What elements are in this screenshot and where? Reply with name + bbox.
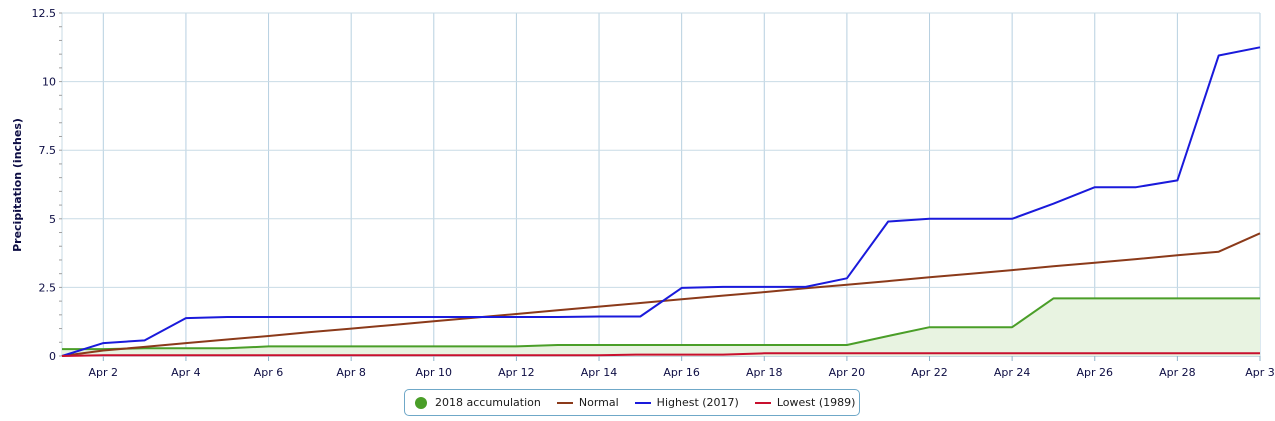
legend-item-2018[interactable]: 2018 accumulation xyxy=(415,396,541,409)
y-tick-labels: 0 2.5 5 7.5 10 12.5 xyxy=(32,7,57,363)
series-area-0 xyxy=(62,298,1260,356)
y-tick-label: 2.5 xyxy=(39,281,57,294)
precipitation-chart: 0 2.5 5 7.5 10 12.5 Apr 2 Apr 4 Apr 6 Apr 8 Apr 1… xyxy=(11,7,1275,379)
legend-marker-normal xyxy=(556,401,573,404)
x-tick-label: Apr 2 xyxy=(89,366,119,379)
x-tick-label: Apr 26 xyxy=(1076,366,1113,379)
legend-label-lowest: Lowest (1989) xyxy=(776,396,856,409)
y-tick-label: 5 xyxy=(49,213,56,226)
x-tick-label: Apr 12 xyxy=(498,366,535,379)
x-tick-label: Apr 10 xyxy=(416,366,453,379)
legend: 2018 accumulation Normal Highest (2017) … xyxy=(404,389,860,416)
series-line-2 xyxy=(61,46,1261,357)
y-axis-title: Precipitation (inches) xyxy=(11,118,24,252)
legend-item-normal[interactable]: Normal xyxy=(556,396,619,409)
legend-marker-highest xyxy=(634,401,651,404)
legend-label-2018: 2018 accumulation xyxy=(435,396,541,409)
y-tick-label: 0 xyxy=(49,350,56,363)
series-line-0 xyxy=(62,297,1260,351)
y-tick-label: 7.5 xyxy=(39,144,57,157)
area-fills xyxy=(62,298,1260,356)
legend-item-lowest[interactable]: Lowest (1989) xyxy=(754,396,856,409)
x-tick-label: Apr 18 xyxy=(746,366,783,379)
x-tick-label: Apr 20 xyxy=(829,366,866,379)
series-line-3 xyxy=(61,352,1260,357)
x-tick-label: Apr 8 xyxy=(336,366,366,379)
y-tick-label: 10 xyxy=(42,76,56,89)
x-tick-label: Apr 28 xyxy=(1159,366,1196,379)
x-tick-label: Apr 4 xyxy=(171,366,201,379)
legend-marker-lowest xyxy=(754,401,771,404)
x-tick-label: Apr 16 xyxy=(663,366,700,379)
series-lines xyxy=(61,46,1261,357)
x-tick-labels: Apr 2 Apr 4 Apr 6 Apr 8 Apr 10 Apr 12 Apr 14 Ap… xyxy=(89,356,1275,379)
legend-label-highest: Highest (2017) xyxy=(656,396,739,409)
legend-marker-2018 xyxy=(415,396,427,409)
y-tick-label: 12.5 xyxy=(32,7,57,20)
x-tick-label: Apr 22 xyxy=(911,366,948,379)
x-tick-label: Apr 3 xyxy=(1245,366,1275,379)
x-tick-label: Apr 6 xyxy=(254,366,284,379)
legend-item-highest[interactable]: Highest (2017) xyxy=(634,396,739,409)
x-tick-label: Apr 14 xyxy=(581,366,618,379)
x-tick-label: Apr 24 xyxy=(994,366,1031,379)
legend-label-normal: Normal xyxy=(578,396,619,409)
y-minor-ticks xyxy=(59,12,62,357)
